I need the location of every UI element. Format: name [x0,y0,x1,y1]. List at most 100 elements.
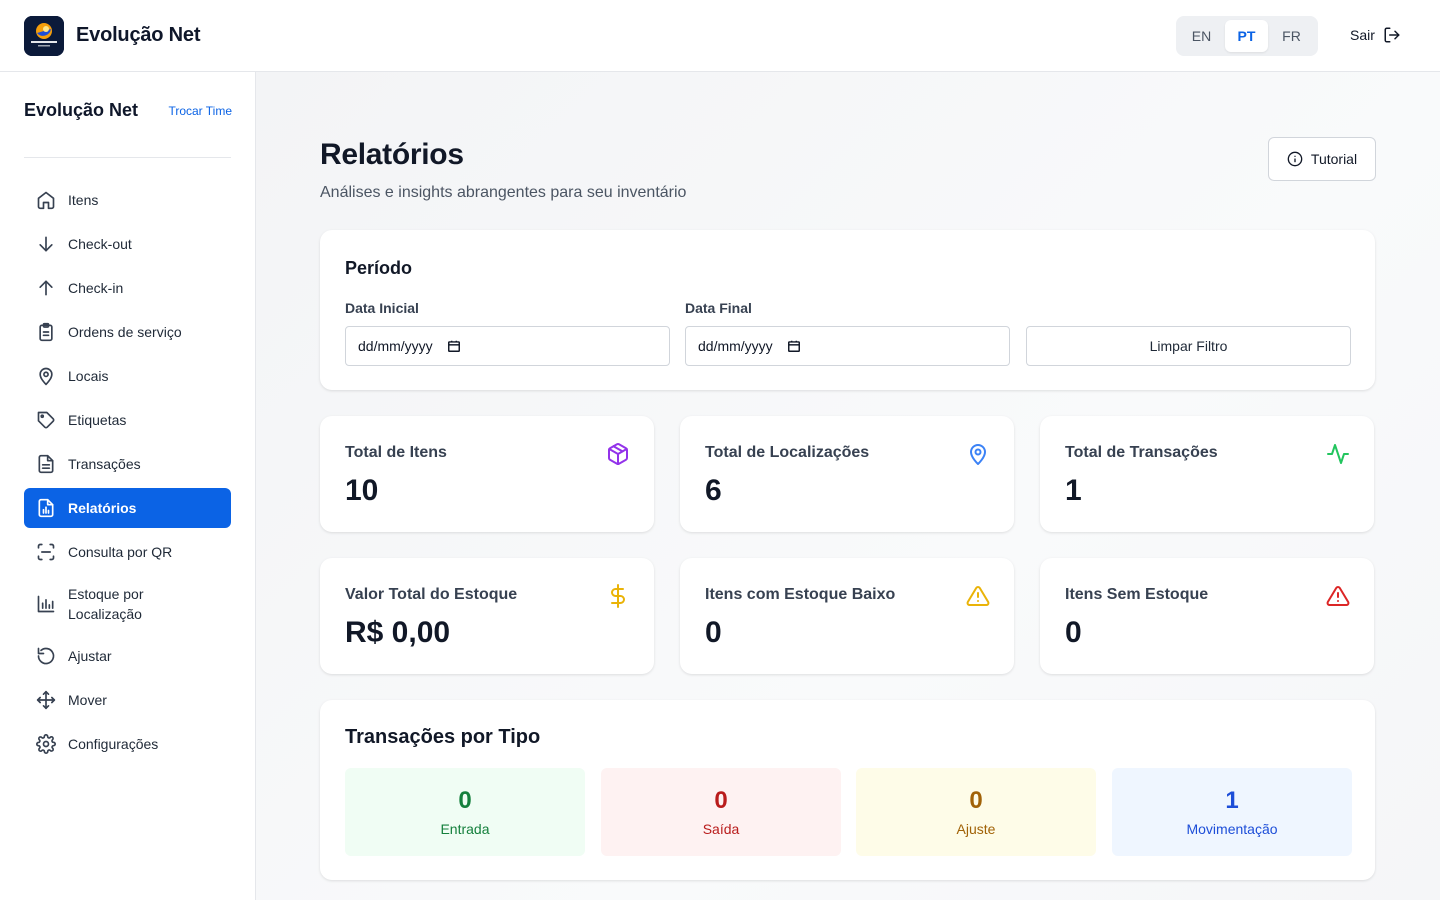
settings-icon [36,734,56,754]
bar-chart-icon [36,594,56,614]
sidebar-item-configuracoes[interactable]: Configurações [24,724,231,764]
language-switcher: EN PT FR [1176,16,1318,56]
sidebar-item-estoque-por-localizacao[interactable]: Estoque por Localização [24,576,231,632]
sidebar-item-etiquetas[interactable]: Etiquetas [24,400,231,440]
sidebar: Evolução Net Trocar Time Itens Check-out… [0,72,256,900]
period-title: Período [345,258,413,278]
end-date-value: dd/mm/yyyy [698,338,773,354]
type-label: Ajuste [956,821,996,837]
sidebar-item-label: Locais [68,368,109,384]
sidebar-item-ajustar[interactable]: Ajustar [24,636,231,676]
start-date-value: dd/mm/yyyy [358,338,433,354]
home-icon [36,190,56,210]
end-date-input[interactable]: dd/mm/yyyy [685,326,1010,366]
activity-icon [1327,444,1349,464]
report-icon [36,498,56,518]
stat-card-total-locations: Total de Localizações 6 [680,416,1014,532]
box-icon [608,443,628,465]
type-label: Movimentação [1186,821,1278,837]
switch-team-link[interactable]: Trocar Time [168,103,232,118]
sidebar-item-consulta-qr[interactable]: Consulta por QR [24,532,231,572]
sidebar-item-label: Itens [68,192,99,208]
type-value: 0 [458,787,472,814]
type-box-movimentacao: 1 Movimentação [1112,768,1352,856]
logout-button[interactable]: Sair [1350,26,1401,44]
sidebar-item-ordens-de-servico[interactable]: Ordens de serviço [24,312,231,352]
start-date-label: Data Inicial [345,300,419,316]
sidebar-item-label: Ajustar [68,648,112,664]
transactions-by-type-card: Transações por Tipo 0 Entrada 0 Saída 0 … [320,700,1375,880]
type-value: 0 [969,787,983,814]
clear-filter-button[interactable]: Limpar Filtro [1026,326,1351,366]
start-date-input[interactable]: dd/mm/yyyy [345,326,670,366]
logo-icon [24,15,64,56]
team-header: Evolução Net Trocar Time [24,100,232,121]
sidebar-item-mover[interactable]: Mover [24,680,231,720]
scan-icon [36,542,56,562]
arrow-down-icon [36,234,56,254]
lang-pt-button[interactable]: PT [1225,20,1268,52]
sidebar-item-relatorios[interactable]: Relatórios [24,488,231,528]
stat-label: Total de Transações [1065,444,1218,461]
clipboard-icon [36,322,56,342]
logout-icon [1384,27,1400,43]
sidebar-item-transacoes[interactable]: Transações [24,444,231,484]
logout-label: Sair [1350,27,1375,43]
top-bar: Evolução Net EN PT FR Sair [0,0,1440,72]
file-text-icon [36,454,56,474]
lang-en-button[interactable]: EN [1191,28,1212,44]
sidebar-item-label: Transações [68,456,141,472]
move-icon [36,690,56,710]
map-pin-icon [970,444,986,465]
calendar-icon[interactable] [787,339,801,353]
type-value: 1 [1225,787,1239,814]
type-box-entrada: 0 Entrada [345,768,585,856]
sidebar-item-label: Check-out [68,236,132,252]
sidebar-item-label: Relatórios [68,500,137,516]
stat-value: R$ 0,00 [345,616,451,649]
map-pin-icon [36,366,56,386]
transactions-by-type-title: Transações por Tipo [345,726,541,748]
stat-card-out-of-stock: Itens Sem Estoque 0 [1040,558,1374,674]
sidebar-item-label: Etiquetas [68,412,127,428]
sidebar-item-locais[interactable]: Locais [24,356,231,396]
sidebar-item-label: Configurações [68,736,159,752]
app-logo[interactable] [24,15,64,56]
info-icon [1287,151,1303,167]
sidebar-item-check-in[interactable]: Check-in [24,268,231,308]
stat-value: 6 [705,474,722,507]
type-label: Saída [702,821,740,837]
type-value: 0 [714,787,728,814]
stat-label: Total de Localizações [705,444,870,461]
page-title: Relatórios [320,138,464,171]
sidebar-divider [24,157,231,158]
stat-label: Valor Total do Estoque [345,586,518,603]
sidebar-item-label: Ordens de serviço [68,324,182,340]
type-label: Entrada [440,821,490,837]
alert-triangle-icon [1326,585,1350,606]
end-date-label: Data Final [685,300,752,316]
stat-value: 0 [1065,616,1082,649]
tutorial-button[interactable]: Tutorial [1268,137,1376,181]
sidebar-item-label: Mover [68,692,107,708]
stat-value: 0 [705,616,722,649]
lang-fr-button[interactable]: FR [1282,28,1301,44]
stat-label: Total de Itens [345,444,447,461]
sidebar-item-label: Check-in [68,280,124,296]
sidebar-item-label: Estoque por Localização [68,586,144,622]
type-box-saida: 0 Saída [601,768,841,856]
sidebar-nav: Itens Check-out Check-in Ordens de servi… [24,180,231,768]
calendar-icon[interactable] [447,339,461,353]
stat-label: Itens com Estoque Baixo [705,586,896,603]
sidebar-item-label: Consulta por QR [68,544,173,560]
brand-name: Evolução Net [76,24,201,46]
stat-card-stock-value: Valor Total do Estoque R$ 0,00 [320,558,654,674]
page-subtitle: Análises e insights abrangentes para seu… [320,184,687,201]
sidebar-item-check-out[interactable]: Check-out [24,224,231,264]
stat-value: 10 [345,474,379,507]
stat-card-total-transactions: Total de Transações 1 [1040,416,1374,532]
period-filter-card: Período Data Inicial dd/mm/yyyy Data Fin… [320,230,1375,390]
stat-value: 1 [1065,474,1082,507]
sidebar-item-itens[interactable]: Itens [24,180,231,220]
tag-icon [36,410,56,430]
